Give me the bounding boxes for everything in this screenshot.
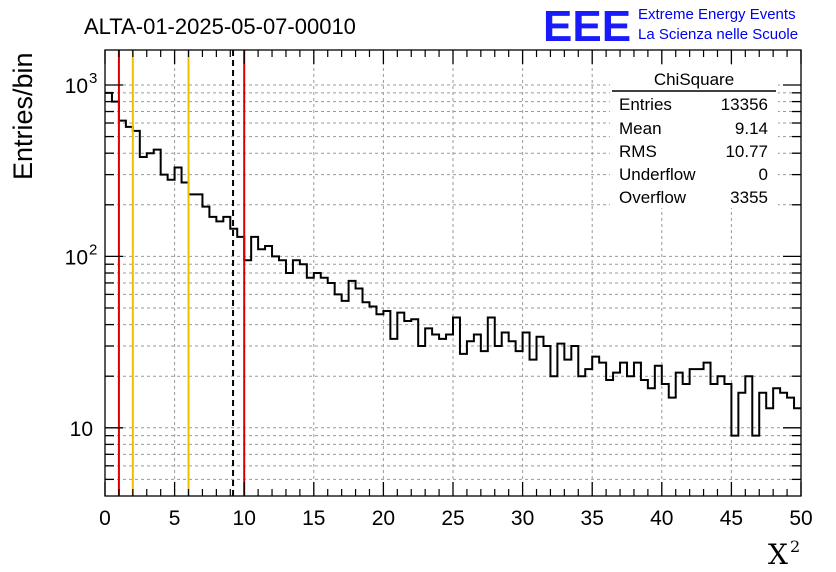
x-axis-label: X [768,538,788,571]
x-tick-label: 45 [720,507,743,530]
stats-title: ChiSquare [654,70,734,89]
grid [105,50,801,496]
y-tick-label: 10 [65,75,88,98]
x-tick-label: 10 [233,507,256,530]
x-tick-labels: 0 5 10 15 20 25 30 35 40 45 50 [99,507,813,530]
x-tick-label: 50 [789,507,812,530]
y-tick-label-exponent: 3 [89,70,97,87]
y-tick-label: 10 [70,418,93,441]
vertical-marker-lines [117,50,246,496]
y-tick-label-exponent: 2 [89,241,97,258]
y-axis-label: Entries/bin [8,52,38,180]
stats-label-rms: RMS [619,142,657,161]
x-tick-label: 40 [650,507,673,530]
brand-line-1: Extreme Energy Events [638,6,796,23]
x-tick-label: 15 [302,507,325,530]
stats-value-entries: 13356 [721,95,768,114]
x-tick-label: 20 [372,507,395,530]
stats-label-underflow: Underflow [619,165,696,184]
x-tick-label: 0 [99,507,111,530]
x-tick-label: 35 [581,507,604,530]
stats-value-mean: 9.14 [735,119,768,138]
x-tick-label: 5 [169,507,181,530]
chart-title: ALTA-01-2025-05-07-00010 [84,14,356,39]
x-axis-label-superscript: 2 [790,537,800,556]
stats-label-entries: Entries [619,95,672,114]
stats-box-background [610,66,778,208]
brand-line-2: La Scienza nelle Scuole [638,26,798,43]
stats-label-overflow: Overflow [619,188,687,207]
y-tick-label: 10 [65,246,88,269]
stats-label-mean: Mean [619,119,662,138]
x-tick-label: 30 [511,507,534,530]
brand-logo: EEE [543,2,631,51]
axis-ticks [104,50,802,496]
stats-value-rms: 10.77 [725,142,768,161]
stats-value-underflow: 0 [759,165,768,184]
brand-logo-group: EEE Extreme Energy Events La Scienza nel… [543,2,798,51]
x-axis-label-group: X 2 [768,537,800,571]
histogram-series [105,91,801,437]
stats-box: ChiSquare Entries 13356 Mean 9.14 RMS 10… [610,66,778,208]
x-tick-label: 25 [441,507,464,530]
stats-value-overflow: 3355 [730,188,768,207]
